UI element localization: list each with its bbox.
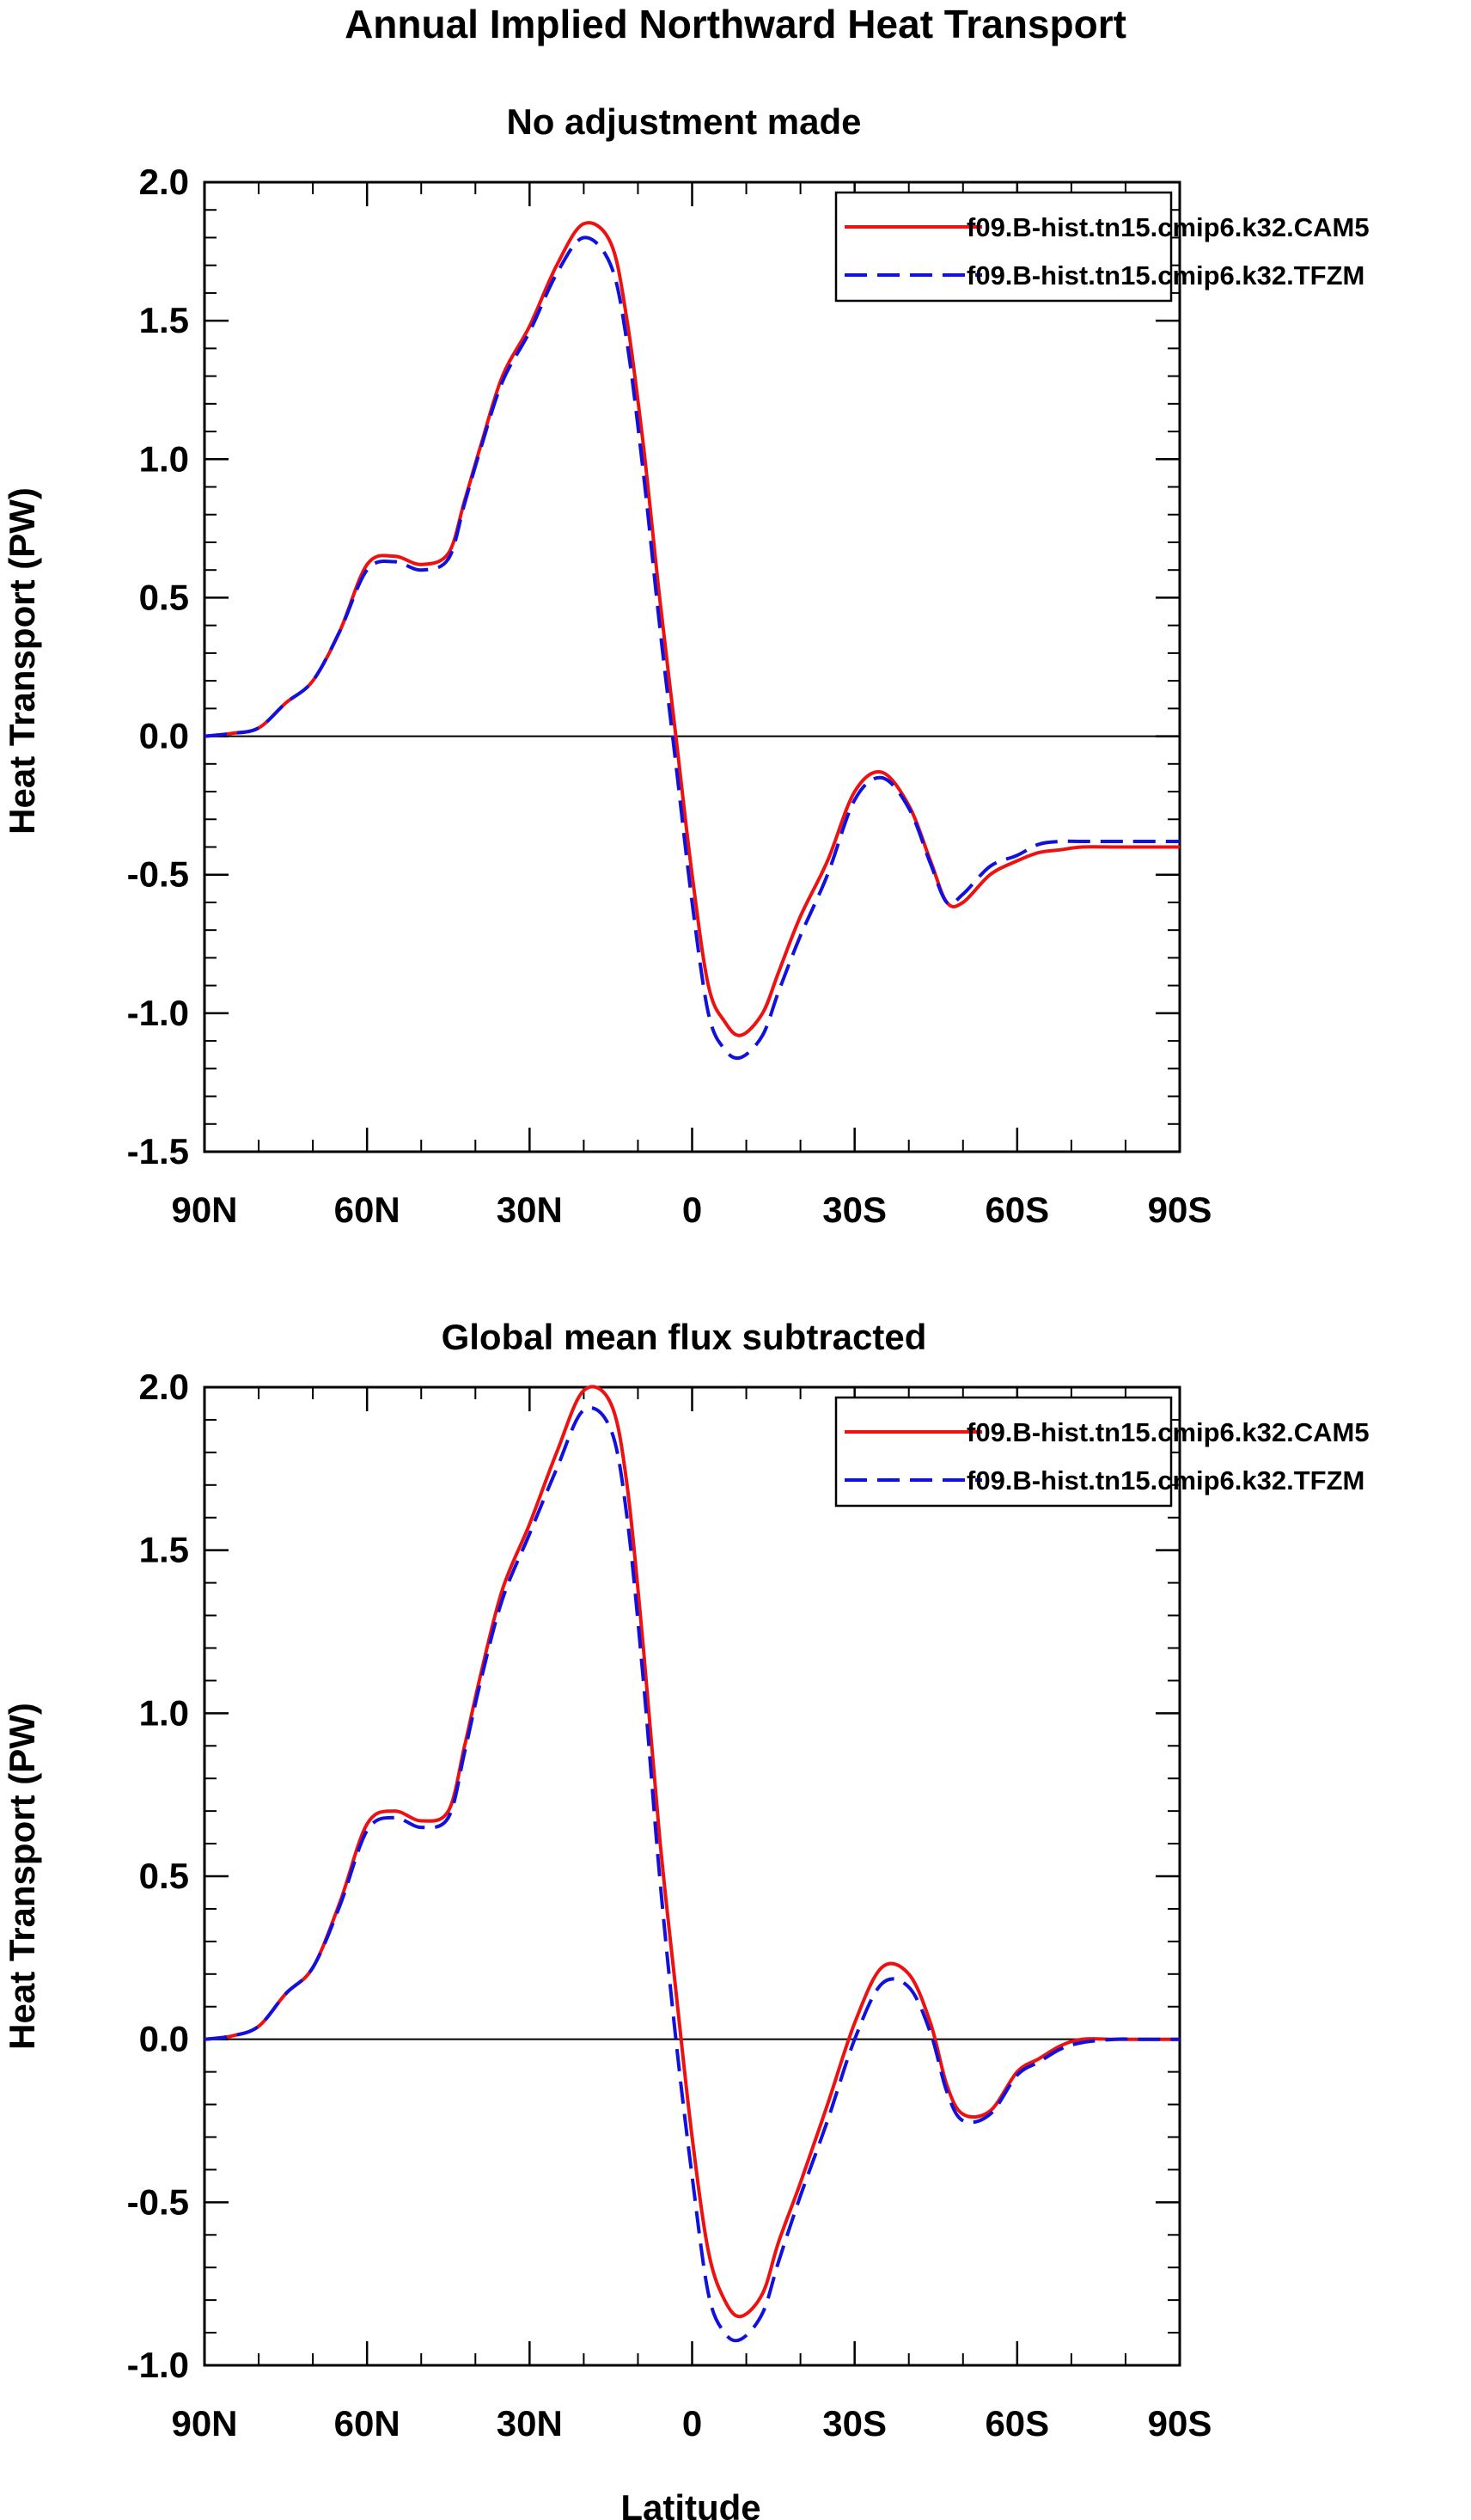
legend-label: f09.B-hist.tn15.cmip6.k32.CAM5 [967, 1417, 1370, 1447]
x-tick-label: 90S [1148, 2403, 1212, 2444]
y-tick-label: 1.0 [139, 1692, 189, 1733]
x-tick-label: 90N [171, 2403, 237, 2444]
y-axis-label: Heat Transport (PW) [2, 1703, 42, 2050]
y-tick-label: 0.5 [139, 577, 189, 617]
y-axis-label: Heat Transport (PW) [2, 487, 42, 835]
y-tick-label: 0.0 [139, 2019, 189, 2059]
y-tick-label: -1.5 [127, 1131, 189, 1171]
x-tick-label: 0 [682, 1190, 702, 1230]
x-tick-label: 60N [334, 2403, 400, 2444]
x-tick-label: 60N [334, 1190, 400, 1230]
legend-label: f09.B-hist.tn15.cmip6.k32.CAM5 [967, 212, 1370, 242]
y-tick-label: 2.0 [139, 162, 189, 202]
panel-no-adjustment: No adjustment made Heat Transport (PW) 9… [2, 101, 1370, 1230]
panel-title: No adjustment made [506, 101, 861, 142]
figure-title: Annual Implied Northward Heat Transport [345, 2, 1126, 46]
legend-box [834, 1396, 1173, 1508]
panel-title: Global mean flux subtracted [442, 1317, 927, 1357]
series-line-tfzm [204, 235, 1180, 1061]
y-tick-label: 1.5 [139, 300, 189, 340]
x-axis-label: Latitude [620, 2487, 760, 2520]
x-tick-label: 60S [985, 1190, 1049, 1230]
plot-frame [203, 180, 1181, 1153]
panel-global-mean-subtracted: Global mean flux subtracted Heat Transpo… [2, 1317, 1370, 2444]
legend-box [834, 191, 1173, 303]
y-tick-label: -0.5 [127, 2181, 189, 2222]
x-tick-label: 30S [822, 1190, 887, 1230]
x-tick-label: 90N [171, 1190, 237, 1230]
y-tick-label: 1.0 [139, 438, 189, 479]
y-tick-label: 0.5 [139, 1856, 189, 1896]
x-tick-label: 30N [497, 1190, 563, 1230]
x-tick-label: 90S [1148, 1190, 1212, 1230]
y-tick-label: 2.0 [139, 1367, 189, 1407]
y-tick-label: 1.5 [139, 1530, 189, 1570]
y-tick-label: -0.5 [127, 854, 189, 895]
y-tick-label: -1.0 [127, 993, 189, 1033]
series-line-tfzm [204, 1406, 1180, 2343]
x-tick-label: 30N [497, 2403, 563, 2444]
y-tick-label: 0.0 [139, 716, 189, 756]
legend-label: f09.B-hist.tn15.cmip6.k32.TFZM [967, 260, 1364, 291]
series-line-cam5 [204, 221, 1180, 1037]
x-tick-label: 60S [985, 2403, 1049, 2444]
y-tick-label: -1.0 [127, 2345, 189, 2385]
x-tick-label: 0 [682, 2403, 702, 2444]
legend-label: f09.B-hist.tn15.cmip6.k32.TFZM [967, 1465, 1364, 1495]
x-tick-label: 30S [822, 2403, 887, 2444]
series-line-cam5 [204, 1385, 1180, 2319]
